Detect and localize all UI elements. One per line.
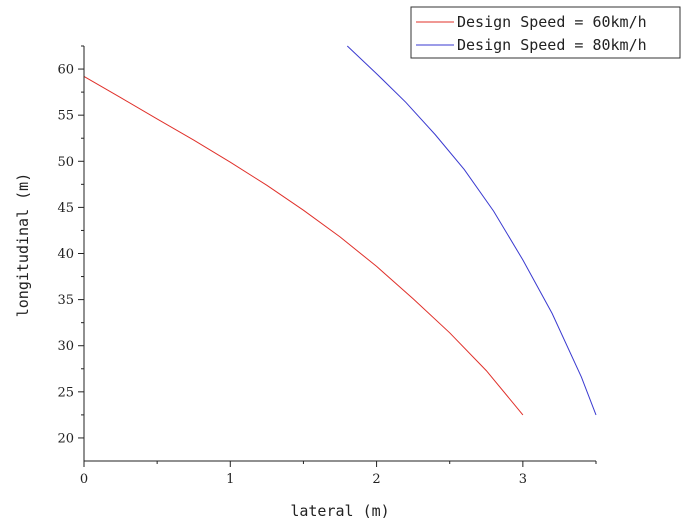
axes: 0 1 2 3 20 25 30 35 40 45 50 55 60	[57, 45, 597, 487]
y-tick-label: 60	[57, 63, 74, 78]
y-tick-label: 55	[57, 109, 74, 124]
y-tick-label: 40	[57, 247, 74, 262]
legend: Design Speed = 60km/h Design Speed = 80k…	[410, 6, 681, 59]
x-tick-label: 1	[226, 472, 234, 487]
x-tick-label: 3	[519, 472, 527, 487]
x-tick-label: 2	[372, 472, 380, 487]
y-tick-label: 30	[57, 339, 74, 354]
series-line-1	[346, 45, 597, 416]
y-tick-label: 45	[57, 201, 74, 216]
series-line-0	[83, 75, 524, 416]
legend-box	[410, 6, 681, 59]
legend-label-80kmh: Design Speed = 80km/h	[457, 36, 647, 54]
y-tick-label: 50	[57, 155, 74, 170]
plot-area	[83, 45, 597, 416]
x-axis-label: lateral (m)	[290, 502, 389, 520]
y-tick-label: 20	[57, 431, 74, 446]
y-tick-label: 25	[57, 385, 74, 400]
y-axis-label: longitudinal (m)	[14, 173, 32, 318]
legend-label-60kmh: Design Speed = 60km/h	[457, 13, 647, 31]
x-tick-label: 0	[80, 472, 88, 487]
y-tick-label: 35	[57, 293, 74, 308]
